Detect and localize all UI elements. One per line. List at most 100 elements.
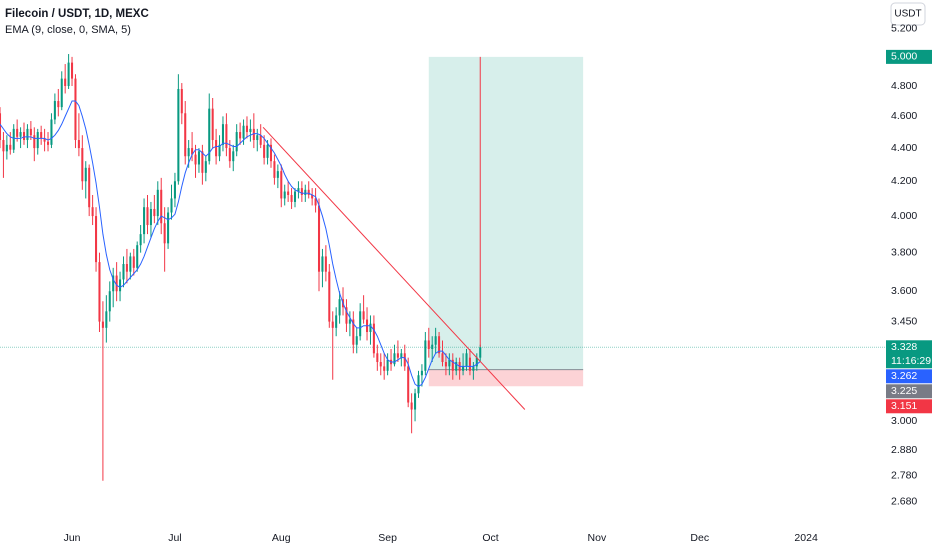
candle-body xyxy=(0,113,2,141)
candle-body xyxy=(125,264,128,272)
x-tick-label: 2024 xyxy=(794,532,818,544)
candle-body xyxy=(84,167,87,182)
candle-body xyxy=(43,138,46,142)
y-tick-label: 4.400 xyxy=(891,142,917,154)
candle-body xyxy=(115,275,118,292)
candle-body xyxy=(57,101,60,108)
candle-body xyxy=(362,311,365,320)
last-price-label-box xyxy=(886,340,932,369)
candle-body xyxy=(36,132,39,149)
candle-body xyxy=(64,78,67,87)
candle-body xyxy=(434,336,437,345)
candle-body xyxy=(462,366,465,371)
candle-body xyxy=(376,353,379,363)
candle-body xyxy=(266,144,269,158)
candle-body xyxy=(290,194,293,202)
candle-body xyxy=(149,208,152,226)
candle-body xyxy=(191,148,194,155)
candle-body xyxy=(29,128,32,136)
candle-body xyxy=(71,62,74,79)
candle-body xyxy=(321,256,324,272)
x-tick-label: Jul xyxy=(168,532,181,544)
candle-body xyxy=(451,359,454,371)
candle-body xyxy=(400,353,403,358)
candle-body xyxy=(293,191,297,202)
ema-price-label-box xyxy=(886,369,932,384)
candle-body xyxy=(235,132,238,152)
candle-body xyxy=(112,275,115,292)
candle-body xyxy=(88,167,91,208)
target-price-label-box xyxy=(886,49,932,64)
candle-body xyxy=(122,264,125,280)
ema-price-label: 3.262 xyxy=(891,370,917,382)
candle-body xyxy=(314,198,317,206)
stop-price-label: 3.151 xyxy=(891,400,917,412)
candle-body xyxy=(146,207,149,226)
currency-button[interactable] xyxy=(890,2,926,26)
candle-body xyxy=(249,128,252,133)
candle-body xyxy=(105,311,108,328)
candle-body xyxy=(60,78,63,108)
candle-body xyxy=(427,340,430,349)
candle-body xyxy=(438,336,441,354)
candle-body xyxy=(22,132,26,141)
candle-body xyxy=(40,132,43,139)
entry-price-label-box xyxy=(886,384,932,399)
target-zone xyxy=(428,56,584,370)
candle-body xyxy=(348,319,351,324)
candle-body xyxy=(245,125,249,133)
candle-body xyxy=(403,353,406,367)
candle-body xyxy=(239,132,242,139)
candle-body xyxy=(335,315,338,328)
candle-body xyxy=(74,78,77,141)
entry-price-label: 3.225 xyxy=(891,385,917,397)
y-tick-label: 2.880 xyxy=(891,444,917,456)
candle-body xyxy=(252,128,255,141)
candle-body xyxy=(173,181,176,199)
candle-body xyxy=(33,135,36,149)
candle-body xyxy=(194,154,197,165)
candle-body xyxy=(180,88,183,114)
candle-body xyxy=(67,62,70,87)
candle-body xyxy=(414,393,417,410)
y-tick-label: 3.800 xyxy=(891,246,917,258)
candle-body xyxy=(259,135,262,145)
candle-body xyxy=(208,108,211,162)
candle-body xyxy=(263,144,266,158)
candle-body xyxy=(311,194,314,199)
candle-body xyxy=(167,212,170,244)
candle-body xyxy=(431,344,434,349)
candle-body xyxy=(444,362,447,367)
y-tick-label: 2.780 xyxy=(891,469,917,481)
candle-body xyxy=(160,189,163,224)
y-tick-label: 4.600 xyxy=(891,110,917,122)
candle-body xyxy=(324,256,327,272)
y-tick-label: 3.000 xyxy=(891,415,917,427)
x-tick-label: Aug xyxy=(272,532,291,544)
candle-body xyxy=(479,347,482,358)
stop-zone xyxy=(428,369,584,387)
last-price-label: 3.328 xyxy=(891,341,917,353)
ema-line xyxy=(0,100,481,388)
candle-body xyxy=(119,279,122,292)
candle-body xyxy=(441,353,444,363)
candle-body xyxy=(448,359,451,367)
y-tick-label: 3.600 xyxy=(891,285,917,297)
candle-body xyxy=(232,151,235,162)
candle-body xyxy=(383,366,386,371)
trendline xyxy=(262,126,526,410)
candle-body xyxy=(338,299,341,316)
candle-body xyxy=(475,357,478,367)
indicator-legend: EMA (9, close, 0, SMA, 5) xyxy=(5,24,131,36)
candle-body xyxy=(197,151,200,165)
candle-body xyxy=(187,148,190,157)
candle-body xyxy=(156,189,159,217)
candle-body xyxy=(276,171,279,178)
candle-body xyxy=(215,140,218,157)
currency-label[interactable]: USDT xyxy=(894,9,921,20)
candle-body xyxy=(136,245,139,268)
candle-body xyxy=(304,189,307,195)
candle-body xyxy=(455,362,458,371)
candle-body xyxy=(468,357,471,371)
